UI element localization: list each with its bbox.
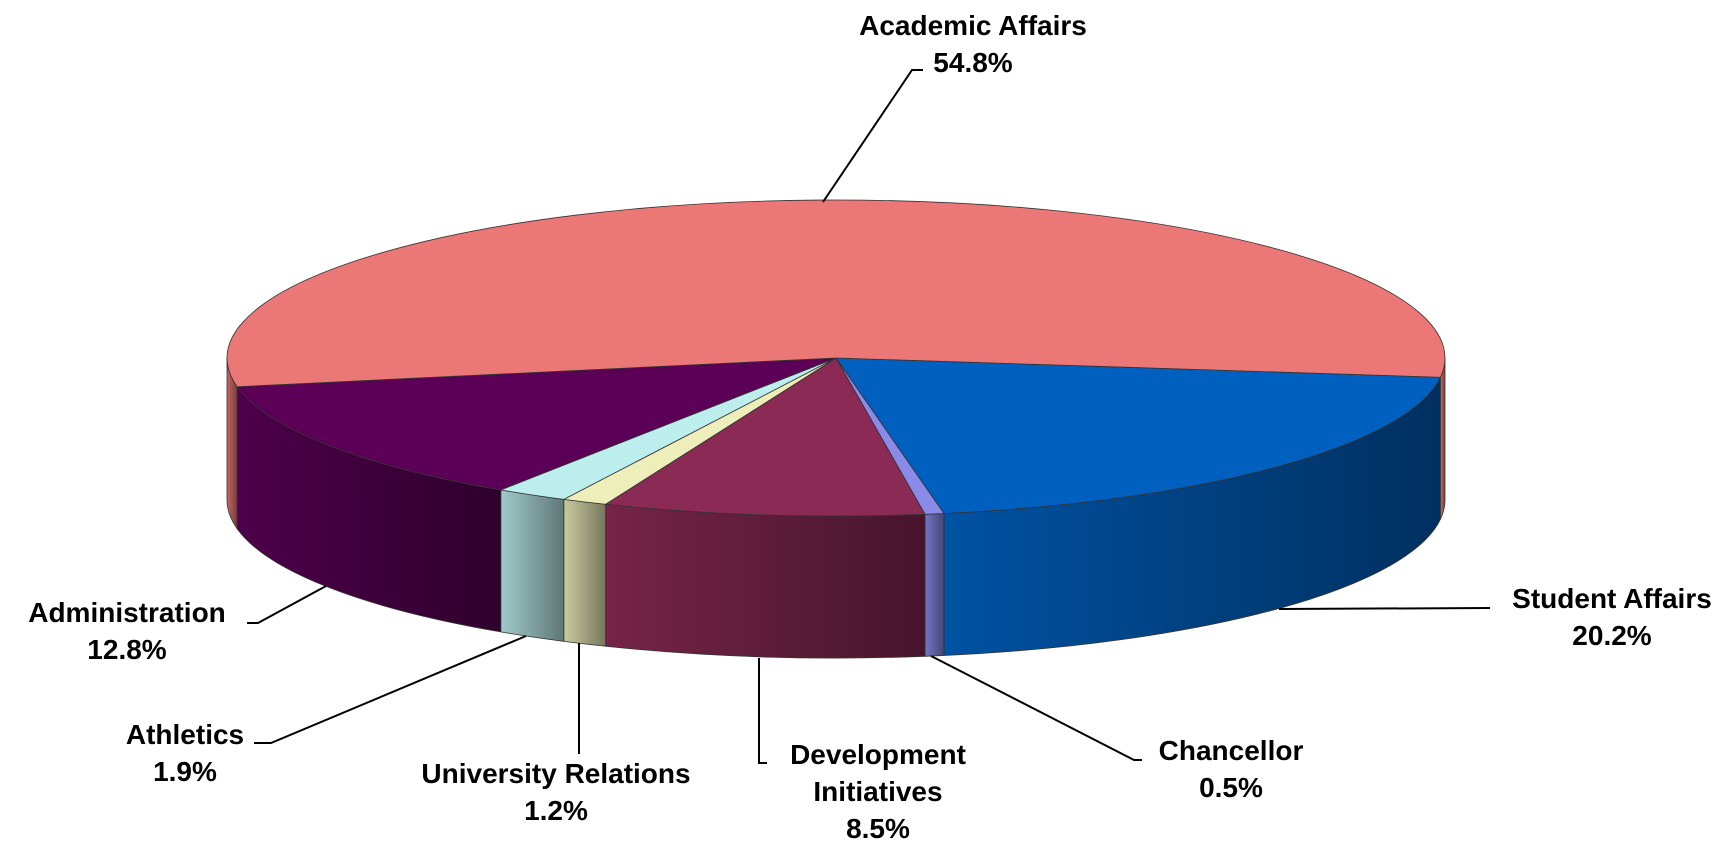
category-label: Athletics [125, 719, 245, 750]
category-label: University Relations [421, 758, 691, 789]
value-label: 0.5% [1199, 772, 1263, 803]
slice-label: University Relations 1.2% [386, 755, 726, 829]
value-label: 1.9% [153, 756, 217, 787]
leader-line [758, 658, 767, 764]
slice [226, 199, 1446, 388]
category-label: Academic Affairs [859, 10, 1087, 41]
category-label: Development Initiatives [790, 739, 966, 807]
slice-label: Academic Affairs 54.8% [813, 7, 1133, 81]
category-label: Chancellor [1158, 735, 1304, 766]
slice-side [924, 513, 945, 657]
slice-side [563, 498, 607, 647]
leader-line [822, 69, 923, 203]
slice-label: Athletics 1.9% [75, 716, 295, 790]
value-label: 54.8% [933, 47, 1013, 78]
slice [604, 357, 926, 517]
category-label: Administration [28, 597, 226, 628]
slice-side [500, 489, 565, 642]
leader-line [254, 635, 527, 744]
value-label: 1.2% [524, 795, 588, 826]
slice-label: Chancellor 0.5% [1101, 732, 1361, 806]
slice-label: Student Affairs 20.2% [1452, 580, 1735, 654]
leader-line [247, 585, 327, 624]
slice [835, 357, 1442, 514]
value-label: 20.2% [1572, 620, 1652, 651]
leader-line [1278, 607, 1491, 610]
slice [236, 357, 837, 491]
slice-label: Administration 12.8% [0, 594, 257, 668]
leader-line [930, 655, 1142, 761]
slice-side [605, 503, 926, 659]
value-label: 8.5% [846, 813, 910, 844]
slice-label: Development Initiatives 8.5% [768, 736, 988, 847]
category-label: Student Affairs [1512, 583, 1712, 614]
slice-side [1440, 357, 1446, 520]
value-label: 12.8% [87, 634, 167, 665]
